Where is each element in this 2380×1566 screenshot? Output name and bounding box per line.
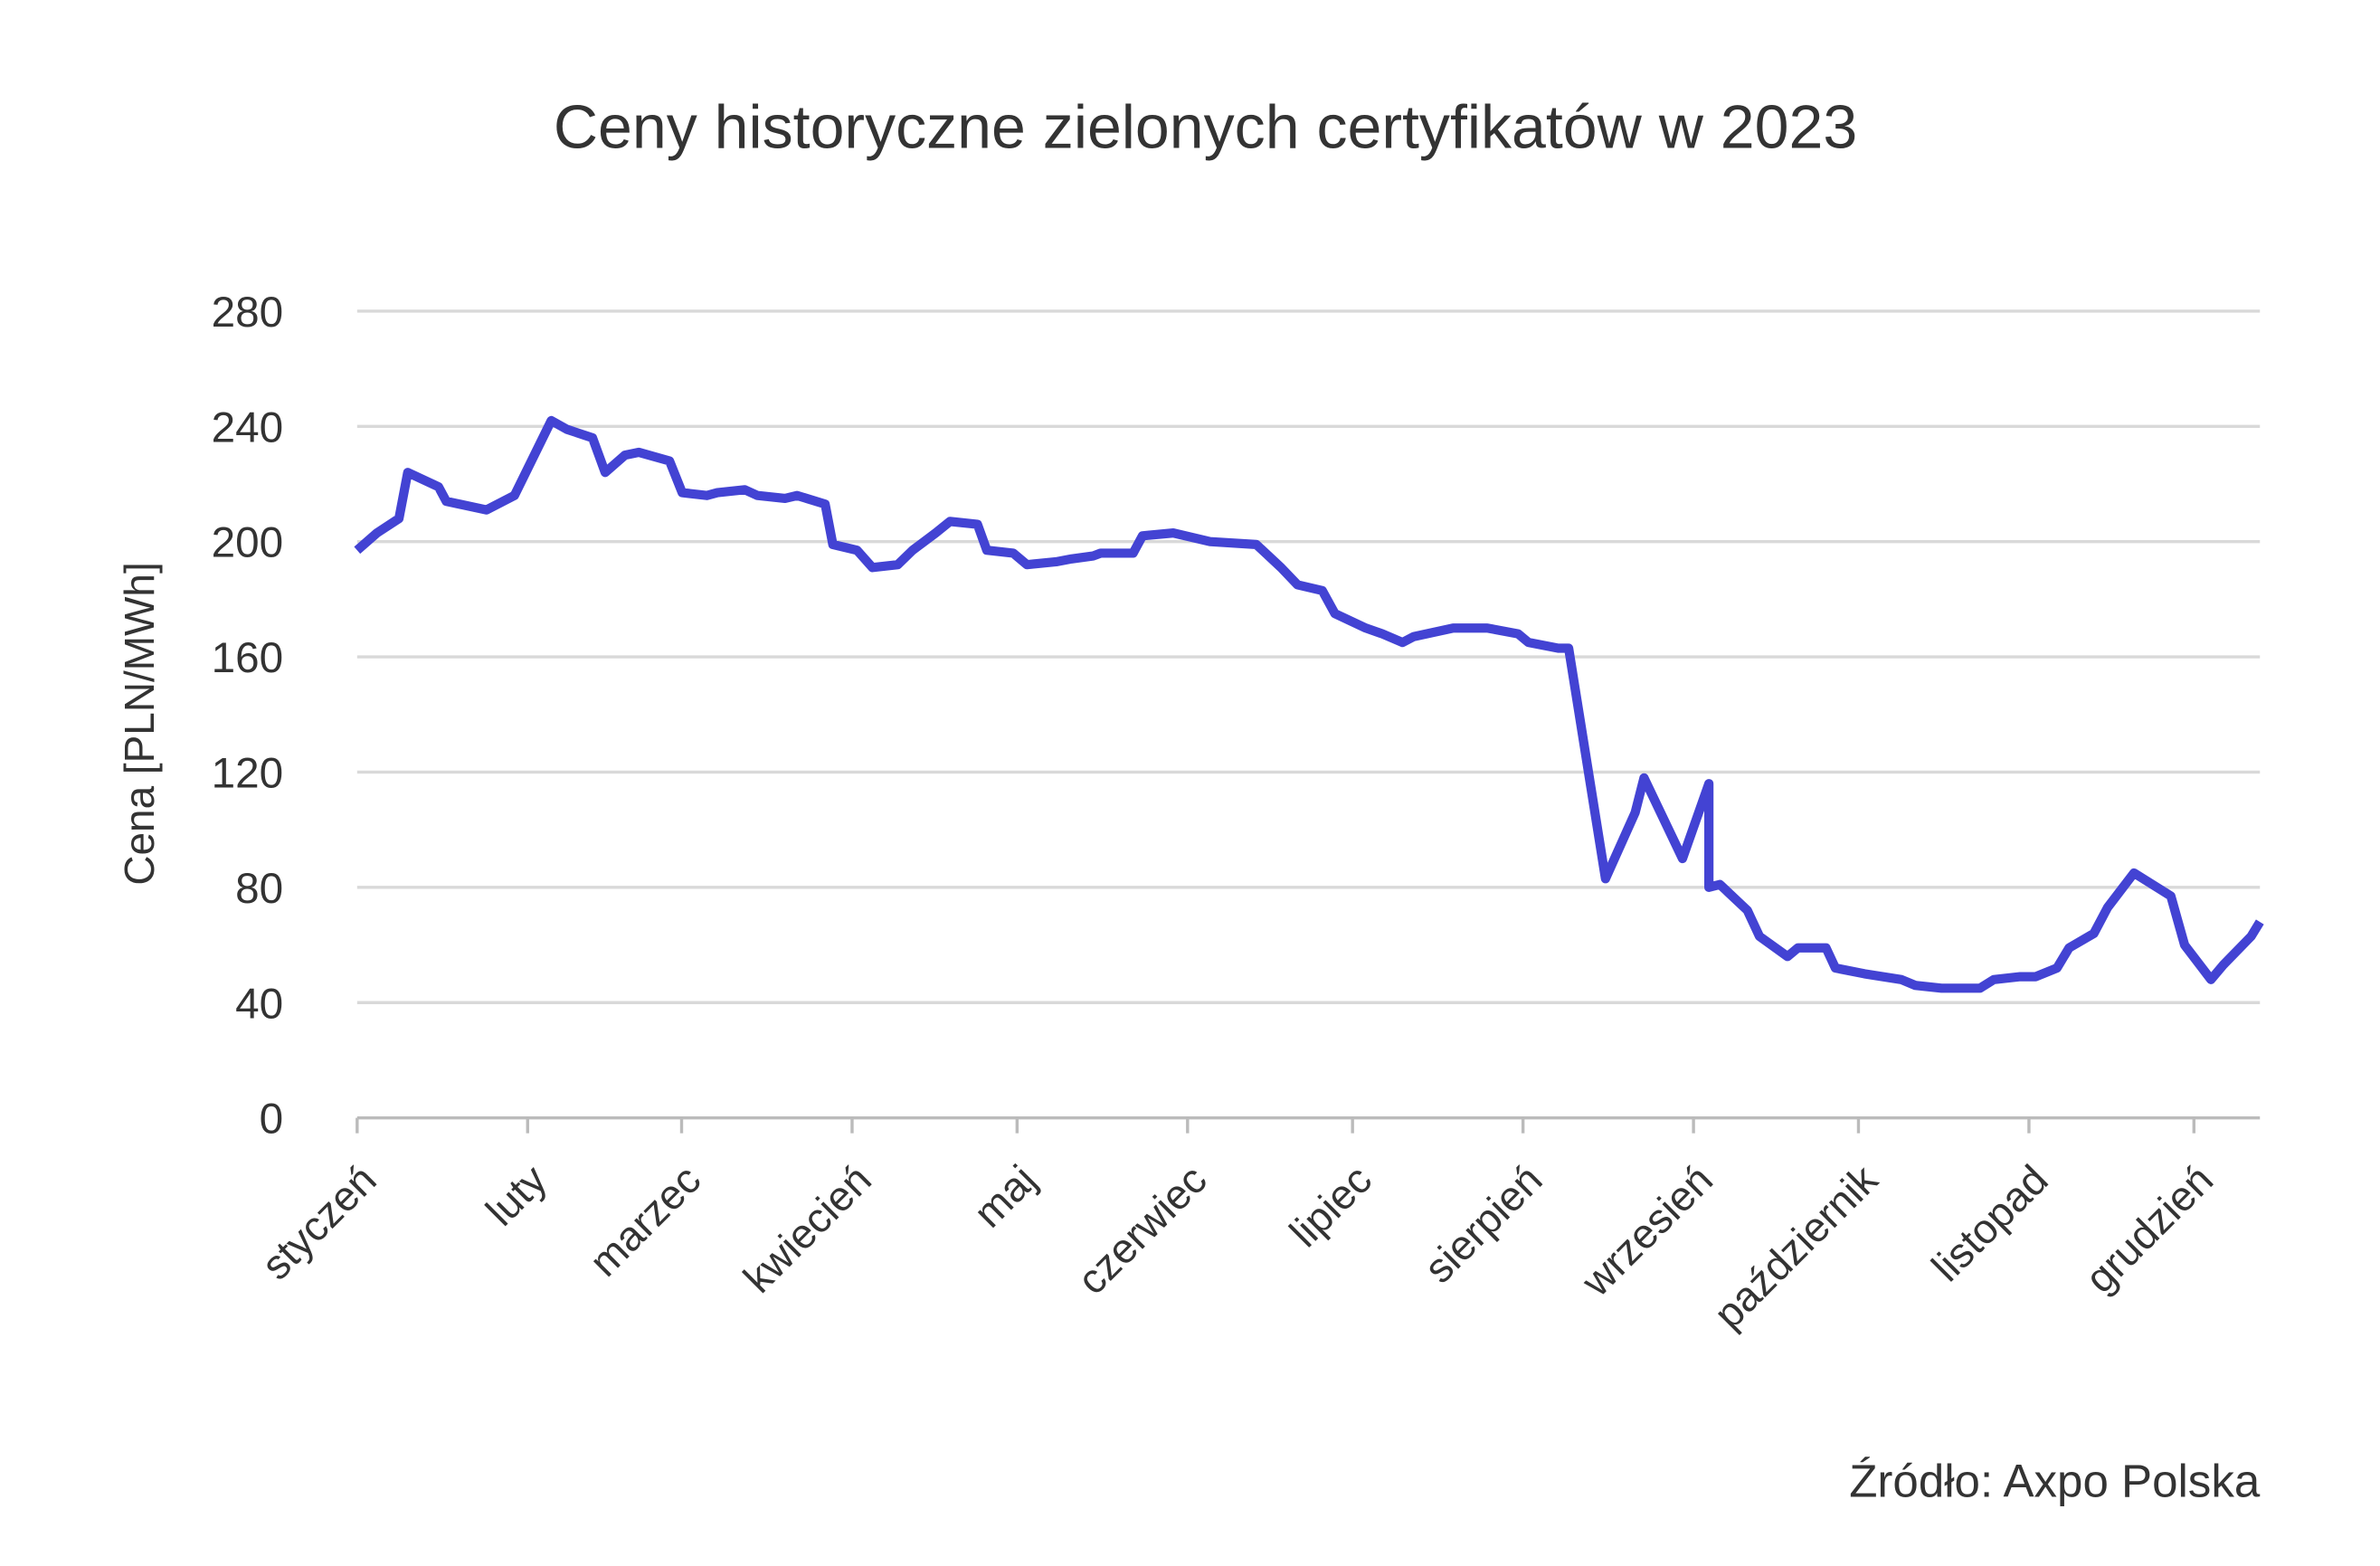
x-tick-label: luty <box>477 1155 555 1234</box>
y-tick-label: 160 <box>212 634 283 682</box>
x-tick-label: kwiecień <box>735 1155 880 1301</box>
x-tick-label: styczeń <box>252 1155 385 1288</box>
y-tick-label: 40 <box>235 980 283 1028</box>
y-tick-label: 200 <box>212 519 283 567</box>
x-tick-label: marzec <box>580 1155 709 1285</box>
chart-title: Ceny historyczne zielonych certyfikatów … <box>554 93 1857 162</box>
y-tick-label: 80 <box>235 865 283 913</box>
y-tick-label: 280 <box>212 289 283 337</box>
x-tick-label: wrzesień <box>1571 1155 1721 1305</box>
x-tick-label: lipiec <box>1280 1155 1380 1256</box>
data-line <box>354 415 2264 993</box>
x-tick-label: październik <box>1704 1155 1887 1338</box>
x-tick-label: grudzień <box>2076 1155 2222 1301</box>
x-tick-label: czerwiec <box>1068 1155 1216 1303</box>
x-tick-label: sierpień <box>1415 1155 1551 1292</box>
source-note: Źródło: Axpo Polska <box>1849 1455 2261 1506</box>
y-axis-label: Cena [PLN/MWh] <box>116 562 163 885</box>
x-tick-label: maj <box>964 1155 1045 1236</box>
y-tick-label: 120 <box>212 749 283 797</box>
x-tick-label: listopad <box>1922 1155 2057 1290</box>
y-tick-label: 240 <box>212 403 283 451</box>
y-tick-label: 0 <box>260 1096 283 1144</box>
